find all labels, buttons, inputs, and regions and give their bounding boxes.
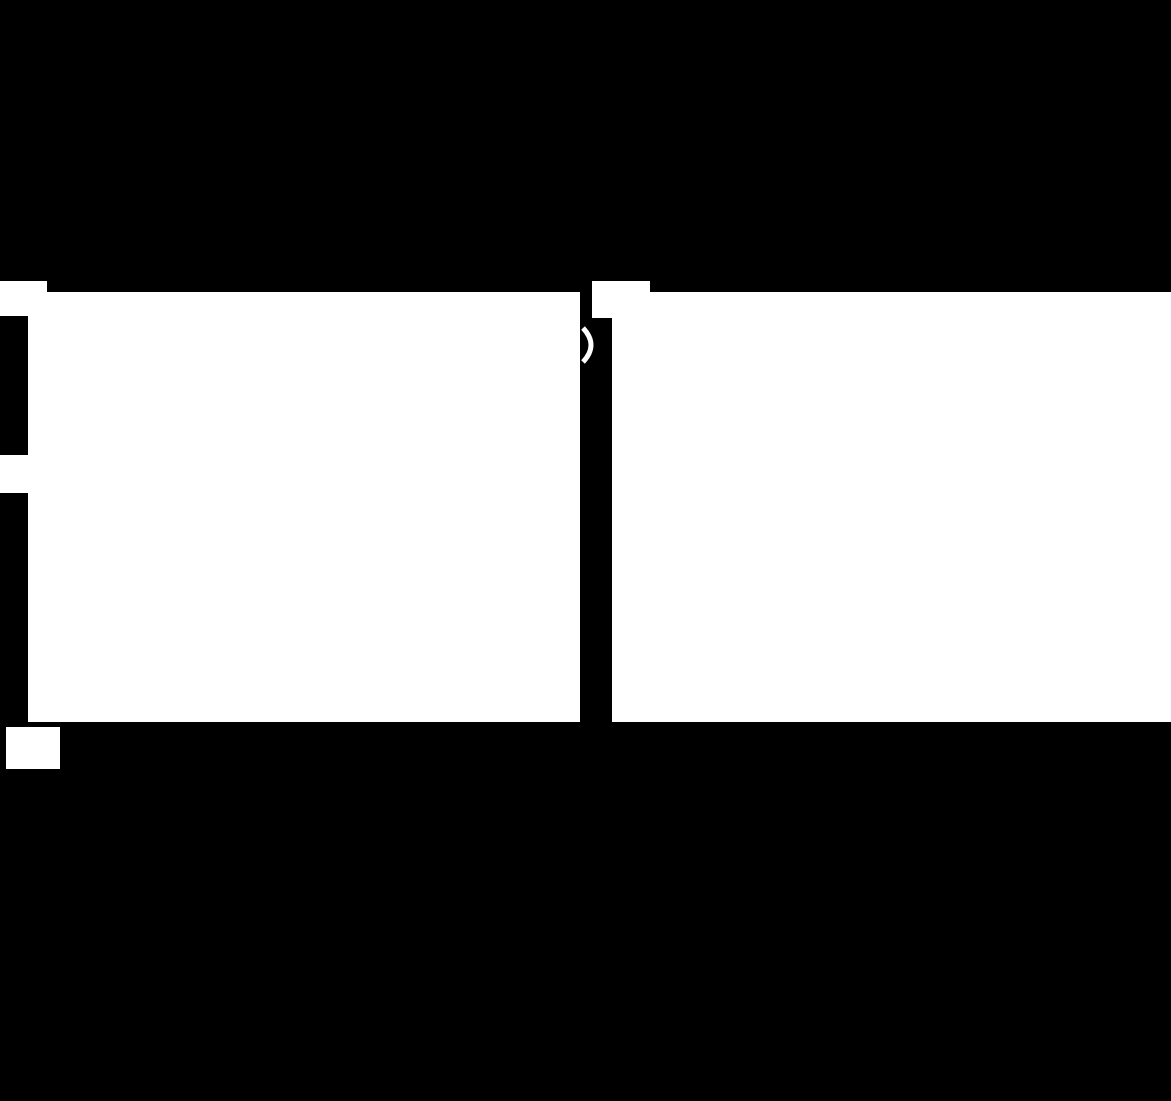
panel-label-c xyxy=(0,455,45,493)
panel-d-background xyxy=(612,292,1171,722)
absorption-cd-charts xyxy=(28,292,580,722)
panel-label-b xyxy=(0,281,47,316)
cpl-glum-charts xyxy=(612,292,1171,722)
panel-label-e xyxy=(6,727,60,769)
panel-label-d xyxy=(592,281,650,318)
panel-bc-background xyxy=(28,292,580,722)
artifact-parenthesis xyxy=(581,326,594,364)
